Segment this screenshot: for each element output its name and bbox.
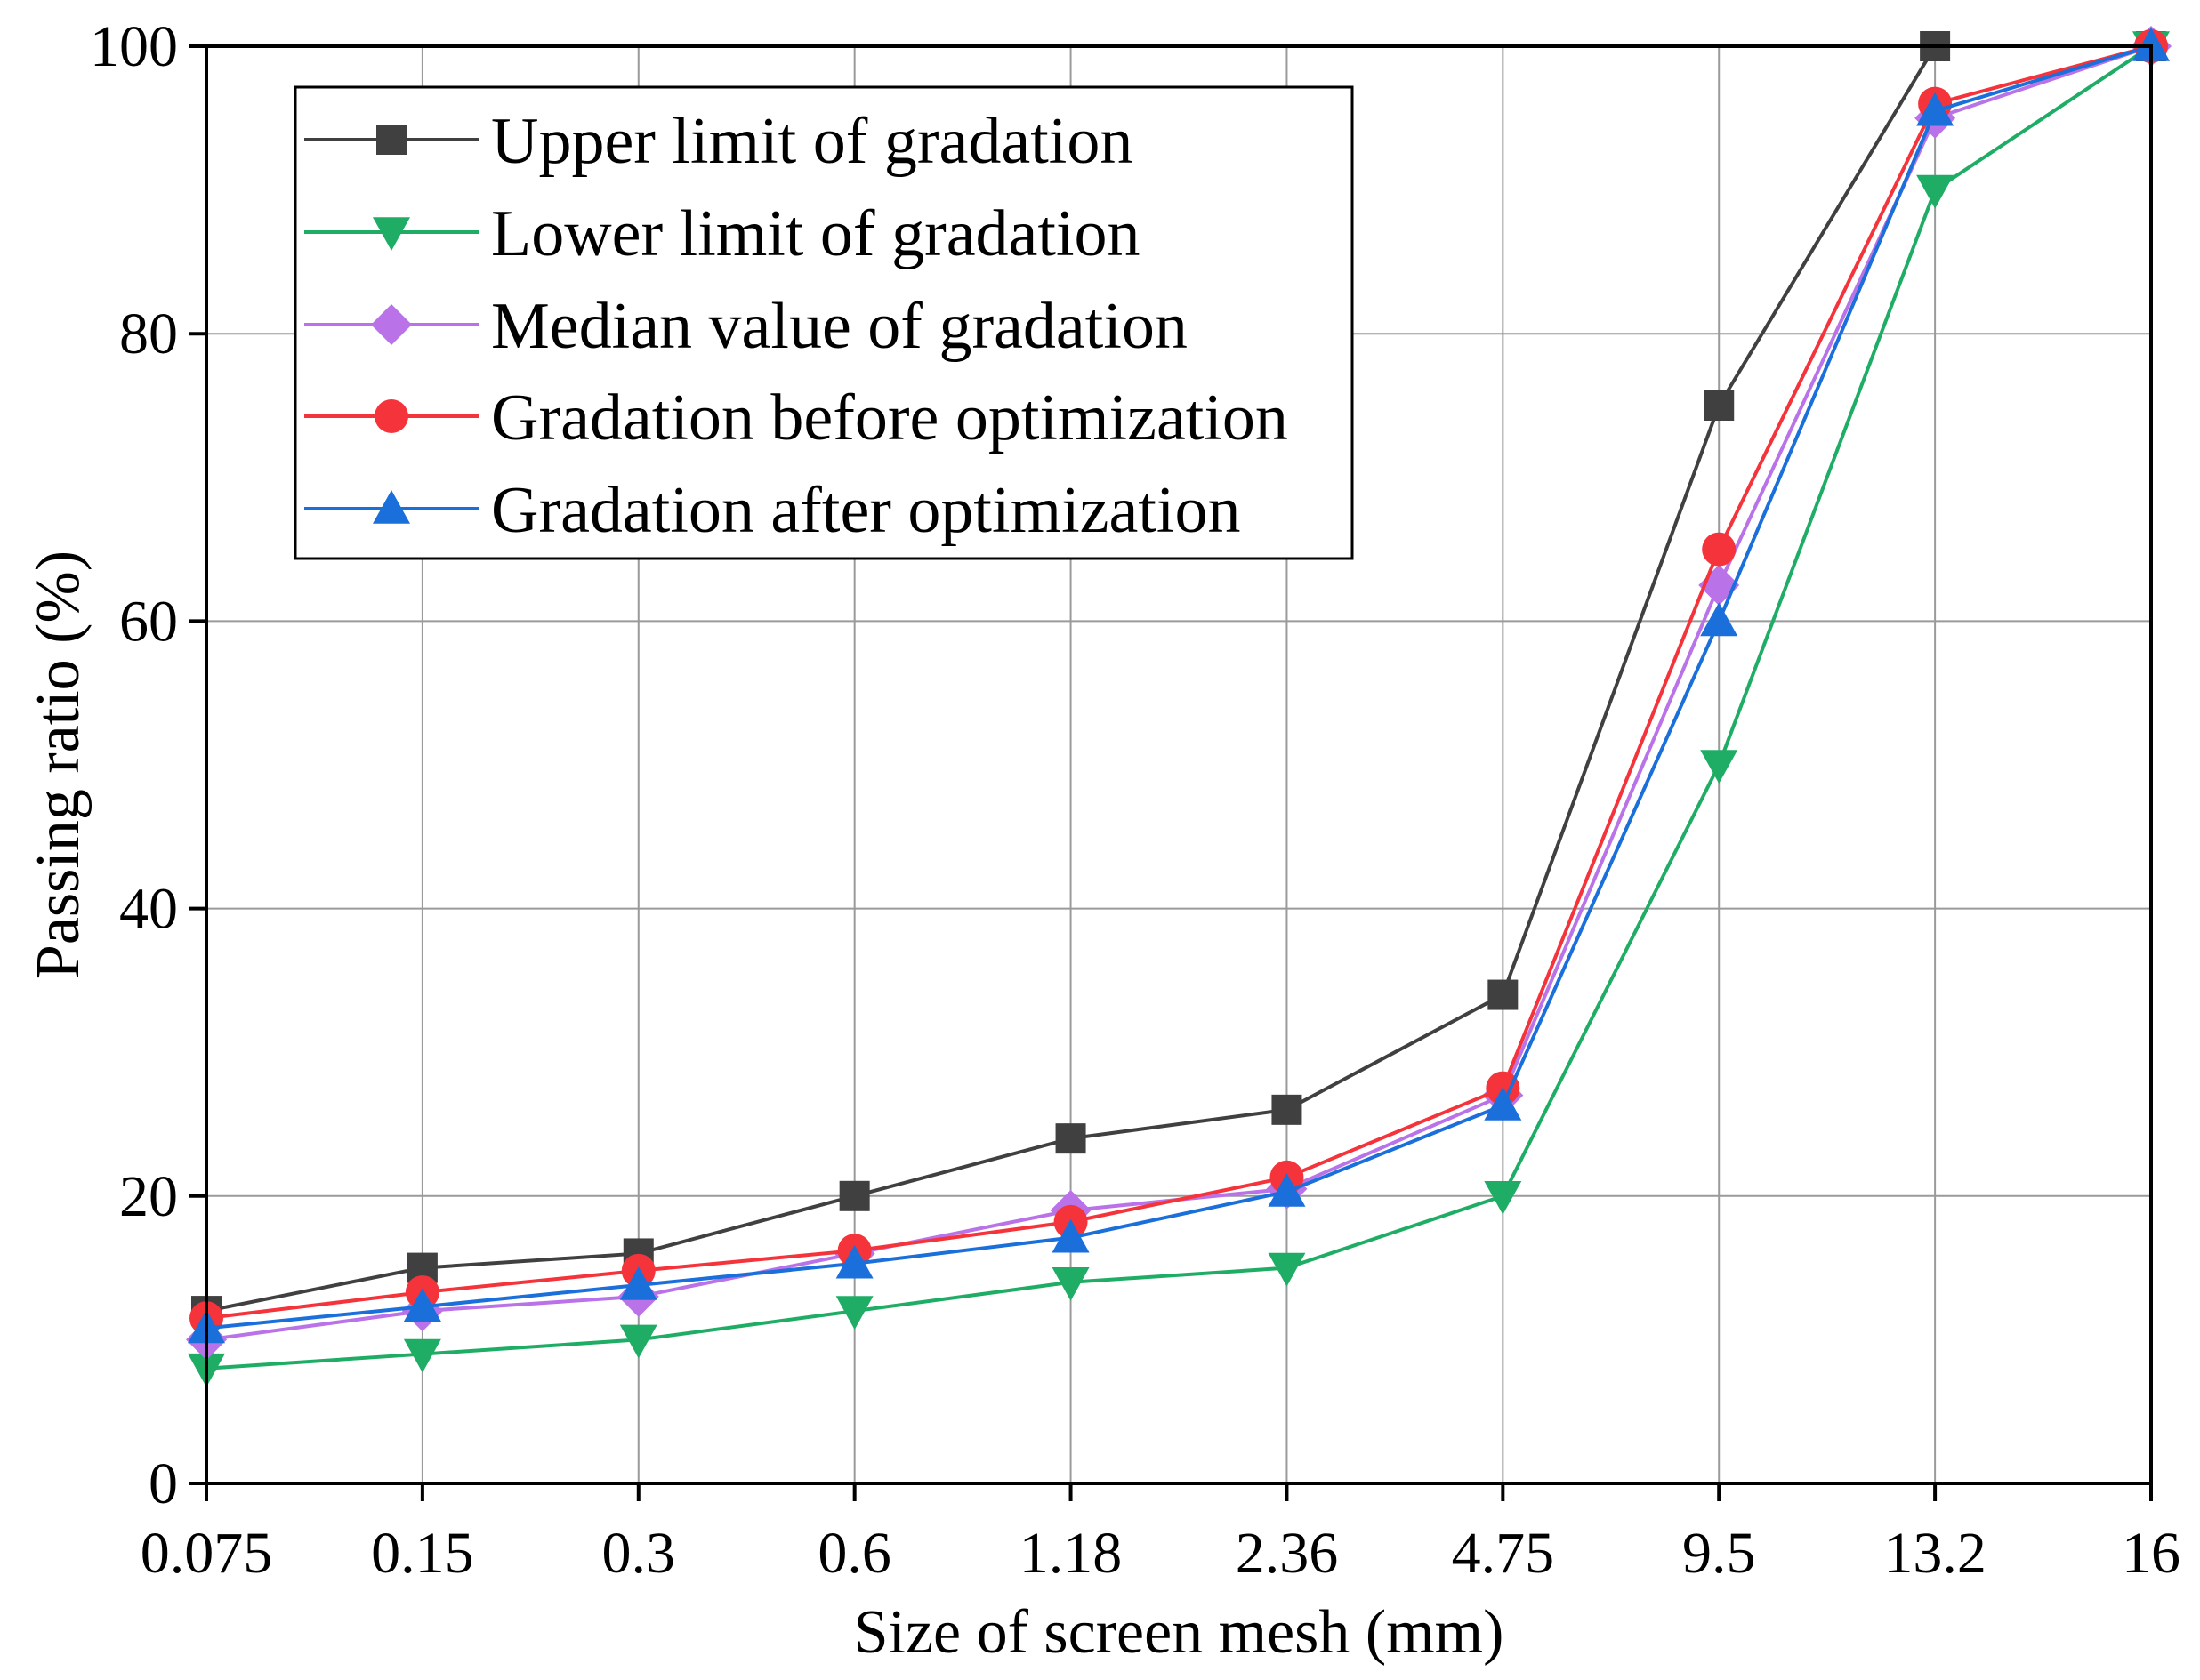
series-5: [188, 28, 2170, 1344]
series-line: [205, 44, 2152, 1321]
data-point: [403, 1338, 441, 1373]
y-tick-label: 0: [149, 1451, 178, 1516]
y-tick-label: 40: [119, 877, 178, 942]
data-point: [1052, 1266, 1090, 1301]
data-point: [1271, 1094, 1302, 1125]
legend-label: Gradation before optimization: [491, 382, 1288, 454]
legend-item: Median value of gradation: [304, 290, 1188, 363]
legend-marker: [373, 217, 410, 251]
y-tick-label: 20: [119, 1164, 178, 1229]
series-line: [205, 44, 2151, 1314]
legend-marker: [371, 304, 412, 345]
series-line: [205, 44, 2153, 1371]
data-point: [1916, 92, 1954, 126]
x-axis-title: Size of screen mesh (mm): [854, 1598, 1504, 1667]
x-tick-label: 13.2: [1883, 1521, 1986, 1586]
x-tick-label: 1.18: [1019, 1521, 1123, 1586]
series-line: [205, 44, 2152, 1330]
data-point: [1700, 602, 1738, 637]
data-point: [1704, 390, 1735, 421]
legend-item: Gradation before optimization: [304, 382, 1288, 454]
x-tick-label: 0.6: [818, 1521, 891, 1586]
series-lines: [186, 26, 2172, 1387]
legend-item: Gradation after optimization: [304, 474, 1240, 547]
data-point: [619, 1324, 657, 1359]
series-2: [188, 31, 2170, 1387]
data-point: [1484, 1181, 1522, 1215]
legend-marker: [373, 490, 410, 524]
legend-item: Upper limit of gradation: [304, 105, 1132, 178]
x-tick-label: 0.075: [141, 1521, 273, 1586]
data-point: [1052, 1218, 1090, 1253]
data-point: [835, 1296, 874, 1330]
x-tick-label: 4.75: [1452, 1521, 1555, 1586]
x-tick-label: 2.36: [1236, 1521, 1339, 1586]
x-tick-label: 16: [2122, 1521, 2180, 1586]
data-point: [839, 1180, 870, 1211]
y-tick-label: 100: [90, 14, 178, 79]
legend-label: Upper limit of gradation: [491, 105, 1132, 178]
x-tick-label: 9.5: [1682, 1521, 1756, 1586]
plot-area-frame: [205, 44, 2153, 1485]
data-point: [2132, 28, 2170, 61]
legend-item: Lower limit of gradation: [304, 197, 1140, 270]
legend: Upper limit of gradation Lower limit of g…: [294, 85, 1354, 560]
y-axis-title: Passing ratio (%): [24, 551, 93, 979]
legend-box: [294, 85, 1354, 560]
legend-label: Median value of gradation: [491, 290, 1188, 363]
x-tick-label: 0.3: [602, 1521, 676, 1586]
data-point: [1268, 1252, 1306, 1287]
data-point: [1702, 532, 1737, 567]
data-point: [835, 1244, 874, 1279]
legend-label: Gradation after optimization: [491, 474, 1240, 547]
data-point: [403, 1288, 441, 1322]
data-point: [1700, 750, 1738, 784]
data-point: [1916, 174, 1954, 209]
legend-marker: [376, 125, 407, 155]
data-point: [1484, 1086, 1522, 1121]
data-point: [1055, 1123, 1086, 1154]
y-tick-label: 80: [119, 301, 178, 366]
x-tick-label: 0.15: [371, 1521, 474, 1586]
legend-label: Lower limit of gradation: [491, 197, 1140, 270]
data-point: [1487, 979, 1519, 1010]
axis-ticks: 0.075 0.15 0.3 0.6 1.18 2.36 4.75 9.5 13.2 16 0 20 4…: [90, 14, 2180, 1586]
legend-marker: [375, 399, 408, 433]
y-tick-label: 60: [119, 589, 178, 654]
data-point: [619, 1266, 657, 1300]
data-point: [1268, 1172, 1306, 1207]
